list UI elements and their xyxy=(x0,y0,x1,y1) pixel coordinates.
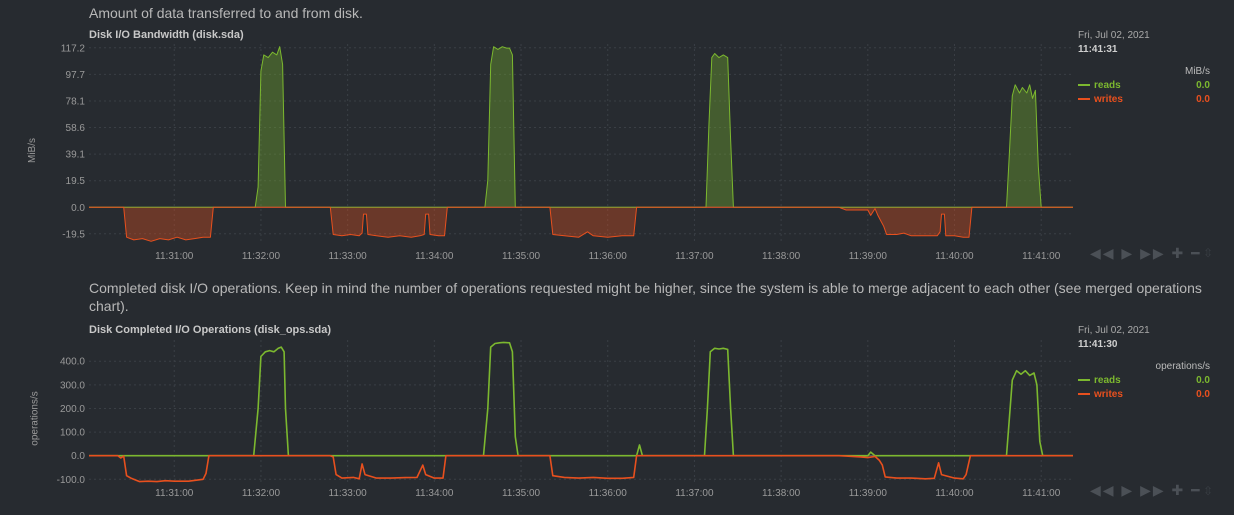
reads-line xyxy=(89,341,1073,457)
legend-item-reads[interactable]: reads 0.0 xyxy=(1078,374,1210,388)
x-tick-label: 11:36:00 xyxy=(589,251,628,262)
writes-line xyxy=(89,454,1073,483)
legend-time: 11:41:30 xyxy=(1078,339,1118,350)
legend-item-writes[interactable]: writes 0.0 xyxy=(1078,388,1210,402)
y-tick-label: 100.0 xyxy=(60,428,85,439)
x-tick-label: 11:37:00 xyxy=(675,251,714,262)
x-tick-label: 11:33:00 xyxy=(329,251,368,262)
y-tick-label: 19.5 xyxy=(66,176,86,187)
y-tick-label: 97.7 xyxy=(66,70,86,81)
writes-area xyxy=(89,207,1073,242)
x-tick-label: 11:39:00 xyxy=(849,251,888,262)
legend-label: reads xyxy=(1094,80,1121,91)
y-tick-label: -19.5 xyxy=(62,229,85,240)
legend-value: 0.0 xyxy=(1196,389,1210,400)
x-tick-label: 11:31:00 xyxy=(155,251,194,262)
writes-swatch xyxy=(1078,393,1090,396)
writes-line xyxy=(89,206,1073,242)
legend-value: 0.0 xyxy=(1196,80,1210,91)
x-tick-label: 11:40:00 xyxy=(935,251,974,262)
x-tick-label: 11:36:00 xyxy=(589,488,628,499)
x-tick-label: 11:34:00 xyxy=(415,488,454,499)
disk-io-bandwidth-chart[interactable]: 117.2 97.7 78.1 58.6 39.1 19.5 0.0 -19.5 11:31:0… xyxy=(0,0,1234,270)
x-tick-label: 11:32:00 xyxy=(242,488,281,499)
legend-units: MiB/s xyxy=(1185,66,1210,77)
chart-toolbar[interactable]: ◀◀ ▶ ▶▶ ✚ ━ xyxy=(1090,482,1202,498)
x-tick-label: 11:41:00 xyxy=(1022,251,1061,262)
x-tick-label: 11:37:00 xyxy=(675,488,714,499)
y-tick-label: 400.0 xyxy=(60,357,85,368)
x-tick-label: 11:38:00 xyxy=(762,488,801,499)
x-tick-label: 11:35:00 xyxy=(502,488,541,499)
resize-handle-icon[interactable]: ⇳ xyxy=(1203,484,1214,498)
legend-label: reads xyxy=(1094,375,1121,386)
x-tick-label: 11:33:00 xyxy=(329,488,368,499)
legend-date: Fri, Jul 02, 2021 xyxy=(1078,325,1150,336)
x-tick-label: 11:32:00 xyxy=(242,251,281,262)
legend-label: writes xyxy=(1094,389,1123,400)
legend-time: 11:41:31 xyxy=(1078,44,1118,55)
writes-swatch xyxy=(1078,98,1090,101)
x-tick-label: 11:34:00 xyxy=(415,251,454,262)
y-tick-label: 0.0 xyxy=(71,451,85,462)
reads-swatch xyxy=(1078,84,1090,87)
y-tick-label: 300.0 xyxy=(60,380,85,391)
x-tick-label: 11:41:00 xyxy=(1022,488,1061,499)
y-tick-label: 58.6 xyxy=(66,123,86,134)
x-tick-label: 11:38:00 xyxy=(762,251,801,262)
y-tick-label: 78.1 xyxy=(66,97,86,108)
legend-label: writes xyxy=(1094,94,1123,105)
y-tick-label: -100.0 xyxy=(57,475,86,486)
legend-date: Fri, Jul 02, 2021 xyxy=(1078,30,1150,41)
chart-description: Amount of data transferred to and from d… xyxy=(89,5,363,21)
chart-legend: Fri, Jul 02, 2021 11:41:31 MiB/s reads 0… xyxy=(1078,29,1210,107)
legend-value: 0.0 xyxy=(1196,94,1210,105)
legend-units: operations/s xyxy=(1155,361,1210,372)
y-tick-label: 0.0 xyxy=(71,203,85,214)
y-tick-label: 39.1 xyxy=(66,150,86,161)
reads-swatch xyxy=(1078,379,1090,382)
x-tick-label: 11:39:00 xyxy=(849,488,888,499)
chart-description: Completed disk I/O operations. Keep in m… xyxy=(89,280,1202,314)
chart-toolbar[interactable]: ◀◀ ▶ ▶▶ ✚ ━ xyxy=(1090,245,1202,261)
x-tick-label: 11:40:00 xyxy=(935,488,974,499)
chart-legend: Fri, Jul 02, 2021 11:41:30 operations/s … xyxy=(1078,324,1210,402)
chart-title: Disk I/O Bandwidth (disk.sda) xyxy=(89,29,244,41)
x-tick-label: 11:35:00 xyxy=(502,251,541,262)
y-tick-label: 117.2 xyxy=(61,43,86,54)
legend-item-writes[interactable]: writes 0.0 xyxy=(1078,93,1210,107)
legend-item-reads[interactable]: reads 0.0 xyxy=(1078,79,1210,93)
x-tick-label: 11:31:00 xyxy=(155,488,194,499)
chart-title: Disk Completed I/O Operations (disk_ops.… xyxy=(89,324,332,336)
legend-value: 0.0 xyxy=(1196,375,1210,386)
y-tick-label: 200.0 xyxy=(60,404,85,415)
resize-handle-icon[interactable]: ⇳ xyxy=(1203,246,1214,260)
